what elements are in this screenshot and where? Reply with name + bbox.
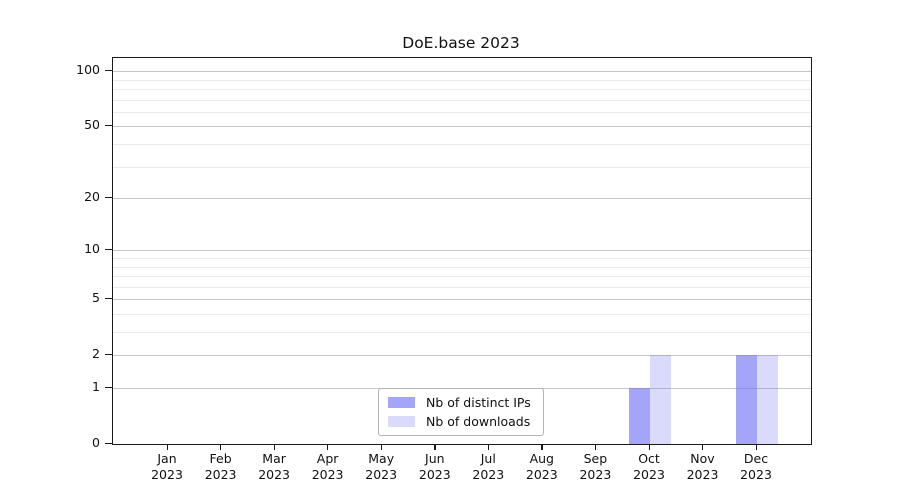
x-tick-label: Jun 2023 (418, 451, 451, 482)
x-tick (487, 444, 490, 450)
minor-gridline (113, 266, 811, 268)
x-tick (273, 444, 275, 450)
x-tick-label: Dec 2023 (740, 451, 772, 482)
y-tick (105, 248, 112, 251)
minor-gridline (113, 144, 811, 146)
x-tick (327, 444, 329, 450)
minor-gridline (113, 332, 811, 333)
x-tick-label: Apr 2023 (311, 451, 344, 482)
major-gridline (113, 71, 811, 73)
bar-distinct-ips (629, 388, 650, 444)
y-tick-label: 50 (84, 117, 100, 133)
x-tick (380, 444, 382, 450)
x-tick-label: Sep 2023 (579, 451, 612, 482)
legend-swatch-downloads (388, 416, 415, 427)
y-tick-label: 1 (92, 379, 100, 394)
minor-gridline (113, 276, 811, 277)
plot-area (112, 57, 812, 445)
x-tick (755, 444, 757, 450)
legend-entry-downloads: Nb of downloads (388, 414, 543, 429)
y-tick-label: 100 (76, 62, 100, 78)
major-gridline (113, 299, 811, 301)
minor-gridline (113, 112, 811, 113)
minor-gridline (113, 99, 811, 101)
y-tick-label: 20 (84, 189, 100, 205)
y-tick-label: 10 (84, 241, 100, 257)
major-gridline (113, 250, 811, 252)
bar-distinct-ips (736, 355, 757, 444)
x-tick-label: Feb 2023 (204, 451, 237, 482)
x-tick-label: Oct 2023 (633, 451, 665, 482)
y-tick (105, 297, 112, 300)
y-tick (105, 353, 112, 356)
y-tick (105, 69, 112, 71)
major-gridline (113, 126, 811, 128)
legend: Nb of distinct IPs Nb of downloads (378, 388, 544, 436)
minor-gridline (113, 258, 811, 259)
major-gridline (113, 355, 811, 357)
x-tick (702, 444, 704, 450)
minor-gridline (113, 314, 811, 315)
legend-entry-distinct-ips: Nb of distinct IPs (388, 395, 543, 410)
y-tick-label: 2 (92, 346, 100, 362)
y-tick (105, 386, 112, 388)
y-tick-label: 5 (92, 290, 100, 306)
x-tick-label: Nov 2023 (686, 451, 719, 482)
x-tick (648, 444, 650, 450)
x-tick-label: Jan 2023 (151, 451, 183, 482)
x-tick-label: Jul 2023 (472, 451, 505, 482)
x-tick-label: May 2023 (365, 451, 398, 482)
bar-downloads (757, 355, 778, 444)
minor-gridline (113, 79, 811, 81)
minor-gridline (113, 166, 811, 168)
x-tick (541, 444, 543, 450)
legend-label-distinct-ips: Nb of distinct IPs (426, 395, 531, 410)
x-tick-label: Mar 2023 (258, 451, 290, 482)
major-gridline (113, 198, 811, 200)
x-tick-label: Aug 2023 (525, 451, 558, 482)
y-tick-label: 0 (92, 435, 100, 450)
x-tick (166, 444, 168, 450)
x-tick (434, 444, 436, 450)
y-tick (105, 124, 112, 127)
legend-label-downloads: Nb of downloads (426, 414, 531, 429)
chart-title: DoE.base 2023 (402, 34, 520, 52)
legend-swatch-distinct-ips (388, 397, 415, 408)
y-tick (105, 442, 112, 444)
bar-downloads (650, 355, 671, 444)
minor-gridline (113, 89, 811, 91)
minor-gridline (113, 286, 811, 288)
y-tick (105, 196, 112, 198)
x-tick (594, 444, 597, 450)
x-tick (220, 444, 222, 450)
